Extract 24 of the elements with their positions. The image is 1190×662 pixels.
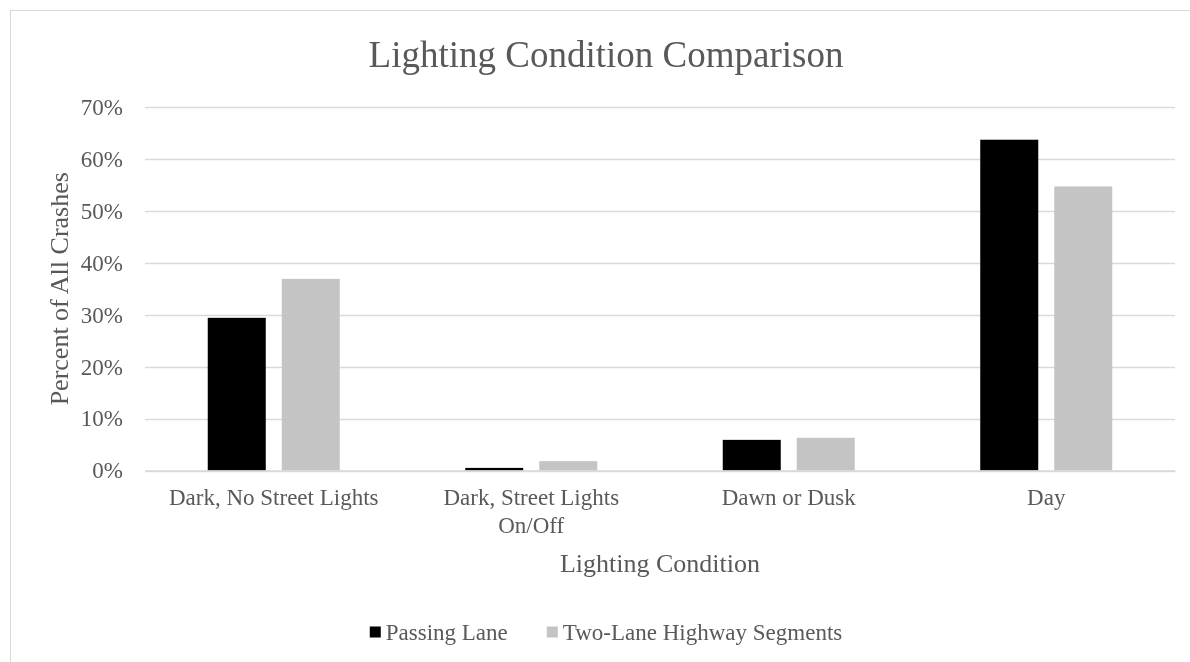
y-tick-label: 60% — [80, 146, 123, 172]
bar — [207, 317, 266, 471]
y-tick-label: 10% — [80, 406, 123, 432]
x-tick-label: Dawn or Dusk — [721, 485, 857, 510]
chart-title: Lighting Condition Comparison — [368, 34, 844, 75]
x-axis-title: Lighting Condition — [559, 549, 761, 578]
y-tick-label: 40% — [80, 250, 123, 276]
bar — [980, 139, 1039, 471]
y-axis-title: Percent of All Crashes — [45, 172, 74, 406]
x-tick-label: Dark, Street Lights On/Off — [443, 485, 620, 538]
y-tick-label: 20% — [80, 354, 123, 380]
legend-label: Two-Lane Highway Segments — [562, 620, 843, 645]
bar — [1054, 186, 1113, 471]
y-tick-label: 70% — [80, 94, 123, 120]
x-tick-label: Dark, No Street Lights — [168, 485, 379, 510]
x-tick-label: Day — [1027, 485, 1066, 510]
legend-label: Passing Lane — [385, 620, 508, 645]
bar — [281, 278, 340, 471]
bar — [722, 439, 781, 471]
y-tick-label: 50% — [80, 198, 123, 224]
bar — [539, 461, 598, 471]
bar — [796, 437, 855, 471]
y-tick-label: 0% — [92, 458, 123, 484]
y-tick-label: 30% — [80, 302, 123, 328]
